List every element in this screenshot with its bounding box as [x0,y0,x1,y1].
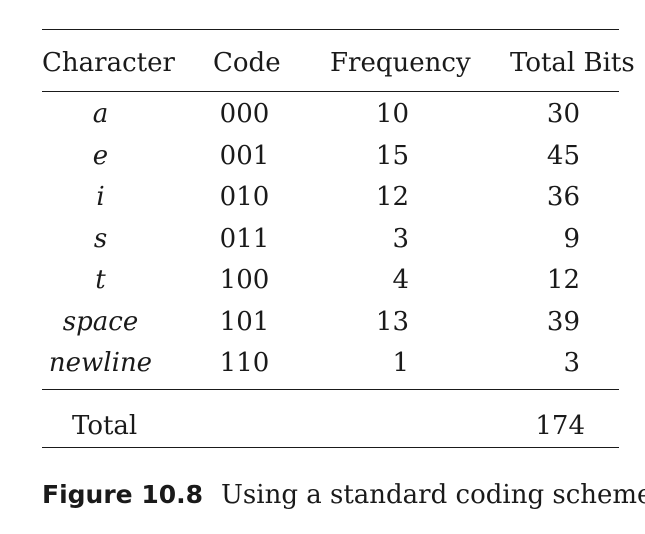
cell-character: e [92,141,109,171]
cell-frequency: 1 [392,348,409,378]
cell-total-bits: 36 [546,182,580,212]
cell-total-bits: 9 [563,224,580,254]
cell-code: 001 [219,141,270,171]
cell-code: 110 [219,348,270,378]
figure-caption: Figure 10.8 Using a standard coding schem… [42,479,645,511]
cell-frequency: 15 [375,141,409,171]
cell-character: space [62,307,139,337]
cell-character: newline [48,348,153,378]
header-character: Character [42,48,175,78]
cell-frequency: 3 [392,224,409,254]
figure-label: Figure 10.8 [42,480,204,509]
cell-frequency: 12 [375,182,409,212]
header-code: Code [213,48,281,78]
cell-total-bits: 30 [546,99,580,129]
cell-code: 101 [219,307,270,337]
cell-total-bits: 45 [546,141,580,171]
header-total-bits: Total Bits [510,48,635,78]
cell-frequency: 4 [392,265,409,295]
table-top-rule [42,29,619,30]
cell-total-bits: 3 [563,348,580,378]
cell-character: s [93,224,108,254]
header-frequency: Frequency [330,48,471,78]
cell-code: 011 [219,224,270,254]
table-bottom-rule [42,447,619,448]
cell-frequency: 10 [375,99,409,129]
cell-character: t [95,265,106,295]
cell-character: i [96,182,105,212]
total-bits-value: 174 [535,411,585,441]
total-label: Total [72,411,138,441]
cell-total-bits: 12 [546,265,580,295]
cell-frequency: 13 [375,307,409,337]
cell-code: 100 [219,265,270,295]
cell-code: 000 [219,99,270,129]
figure-caption-text: Using a standard coding scheme [221,480,645,510]
cell-code: 010 [219,182,270,212]
total-rule [42,389,619,390]
cell-total-bits: 39 [546,307,580,337]
cell-character: a [92,99,109,129]
header-rule [42,91,619,92]
